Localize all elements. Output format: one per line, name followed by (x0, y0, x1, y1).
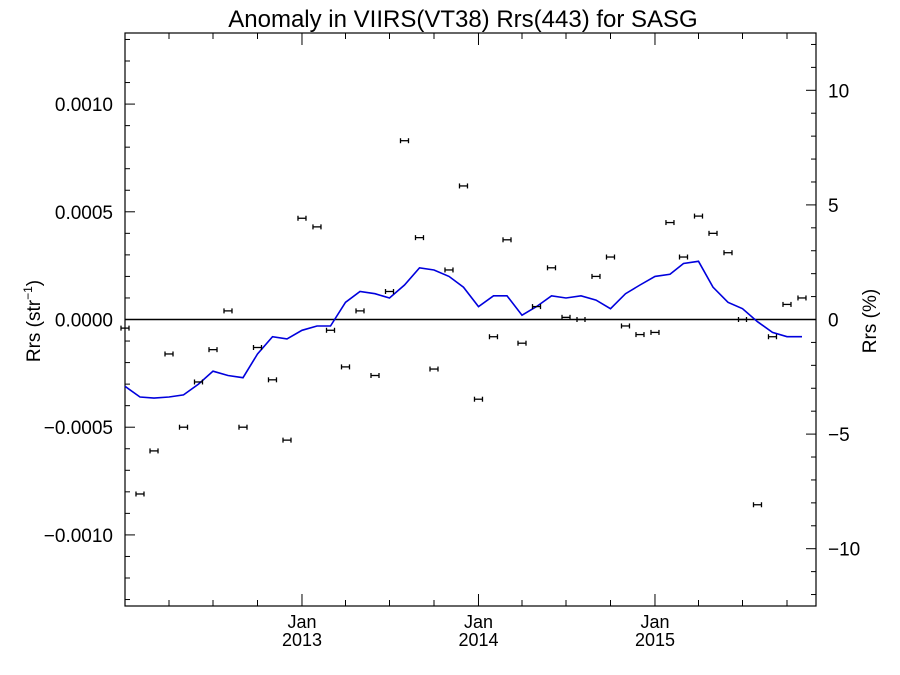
axis-ticks (125, 33, 816, 606)
y-right-tick-label: 5 (828, 196, 839, 217)
anomaly-point (164, 351, 174, 357)
axis-tick-labels: −0.0010 −0.0005 0.0000 0.0005 0.0010 −10 −5 0 5 1… (44, 81, 860, 650)
y-left-tick-label: 0.0000 (55, 311, 113, 332)
anomaly-point (149, 448, 159, 454)
anomaly-point (414, 235, 425, 241)
anomaly-point (502, 237, 512, 243)
y-left-tick-label: 0.0005 (55, 203, 113, 224)
y-left-tick-label: 0.0010 (55, 95, 113, 116)
anomaly-point (708, 230, 718, 236)
anomaly-point (193, 379, 204, 385)
anomaly-point (340, 364, 351, 370)
anomaly-point (635, 332, 645, 338)
anomaly-point (178, 424, 189, 430)
anomaly-point (267, 377, 278, 383)
anomaly-point (325, 327, 336, 333)
anomaly-point (737, 317, 748, 322)
y-right-tick-label: 10 (828, 81, 849, 102)
y-left-tick-label: −0.0005 (44, 418, 113, 439)
x-tick-month-label: Jan (640, 612, 669, 632)
anomaly-point (135, 491, 145, 497)
anomaly-point (561, 314, 571, 320)
y-left-tick-label: −0.0010 (44, 526, 113, 547)
anomaly-point (620, 323, 631, 329)
x-tick-year-label: 2014 (458, 630, 498, 650)
anomaly-point (531, 304, 542, 310)
anomaly-point (576, 317, 586, 322)
chart-title: Anomaly in VIIRS(VT38) Rrs(443) for SASG (228, 6, 697, 33)
anomaly-point (370, 373, 380, 379)
x-tick-year-label: 2015 (635, 630, 675, 650)
y-right-tick-label: −10 (828, 540, 860, 561)
monthly-anomaly-points (120, 138, 807, 508)
y-axis-left-label: Rrs (str−1) (21, 280, 45, 362)
y-right-tick-label: 0 (828, 311, 839, 332)
anomaly-point (665, 220, 675, 226)
y-axis-right-label: Rrs (%) (860, 289, 881, 353)
anomaly-point (591, 273, 601, 279)
anomaly-point (693, 213, 704, 219)
y-axis-left-label-close: ) (24, 280, 45, 286)
anomaly-point (429, 366, 439, 372)
anomaly-point (797, 295, 807, 301)
anomaly-point (444, 267, 454, 273)
anomaly-point (546, 265, 557, 271)
x-tick-year-label: 2013 (282, 630, 322, 650)
anomaly-point (282, 437, 292, 443)
anomaly-point (473, 396, 484, 402)
anomaly-point (223, 308, 233, 314)
anomaly-point (355, 308, 365, 314)
anomaly-point (297, 215, 307, 221)
y-axis-left-label-main: Rrs (str (24, 299, 45, 362)
y-right-tick-label: −5 (828, 425, 850, 446)
anomaly-point (678, 254, 689, 260)
anomaly-point (252, 345, 263, 351)
anomaly-point (384, 288, 395, 294)
anomaly-point (120, 325, 130, 331)
anomaly-point (312, 224, 322, 230)
anomaly-point (458, 183, 469, 189)
anomaly-point (208, 347, 218, 353)
anomaly-point (723, 250, 733, 256)
anomaly-point (517, 340, 527, 346)
smoothed-anomaly-line (124, 260, 802, 399)
x-tick-month-label: Jan (464, 612, 493, 632)
anomaly-point (782, 301, 792, 307)
anomaly-point (488, 334, 499, 340)
anomaly-point (605, 254, 616, 260)
anomaly-trend-line (124, 260, 802, 399)
anomaly-point (752, 502, 763, 508)
anomaly-point (650, 329, 660, 335)
anomaly-point (767, 334, 778, 340)
anomaly-point (238, 424, 248, 430)
x-tick-month-label: Jan (287, 612, 316, 632)
anomaly-point (399, 138, 410, 144)
y-axis-left-label-sup: −1 (21, 286, 35, 300)
